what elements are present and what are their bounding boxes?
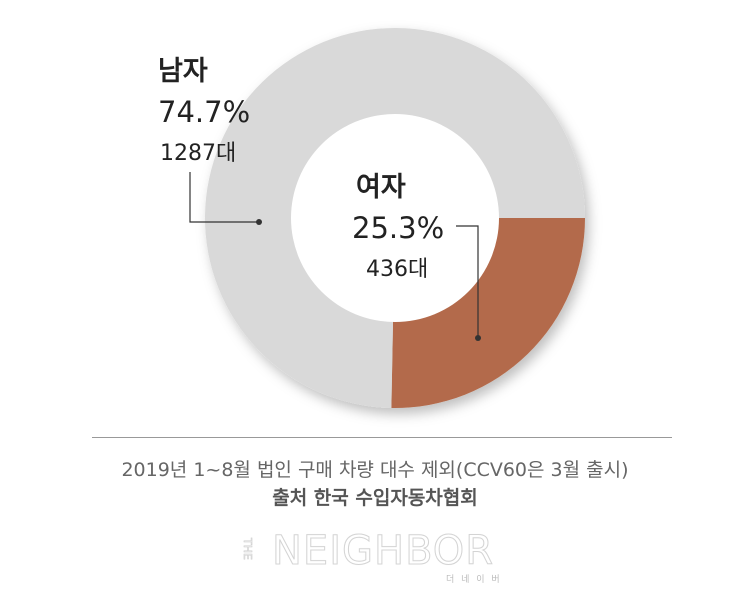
slice-count-male: 1287대 <box>160 141 236 166</box>
footer-note: 2019년 1~8월 법인 구매 차량 대수 제외(CCV60은 3월 출시) <box>121 459 629 481</box>
donut-hole <box>291 114 499 322</box>
leader-line-female <box>456 225 479 338</box>
slice-percent-male: 74.7% <box>158 95 250 129</box>
leader-line-male <box>189 172 258 223</box>
logo-name-text: NEIGHBOR <box>271 528 495 575</box>
slice-label-female: 여자 <box>356 172 406 203</box>
donut-chart: 남자 74.7% 1287대 여자 25.3% 436대 <box>158 28 585 408</box>
watermark-logo: THE NEIGHBOR 더 네 이 버 <box>241 528 530 588</box>
slice-percent-female: 25.3% <box>352 211 444 245</box>
footer-divider <box>92 437 672 438</box>
slice-label-male: 남자 <box>158 56 208 87</box>
leader-dot-female <box>475 335 481 341</box>
leader-dot-male <box>256 219 262 225</box>
logo-the-text: THE <box>241 538 255 561</box>
slice-count-female: 436대 <box>366 257 428 282</box>
footer-source: 출처 한국 수입자동차협회 <box>272 487 478 509</box>
logo-sub-text: 더 네 이 버 <box>446 575 502 585</box>
